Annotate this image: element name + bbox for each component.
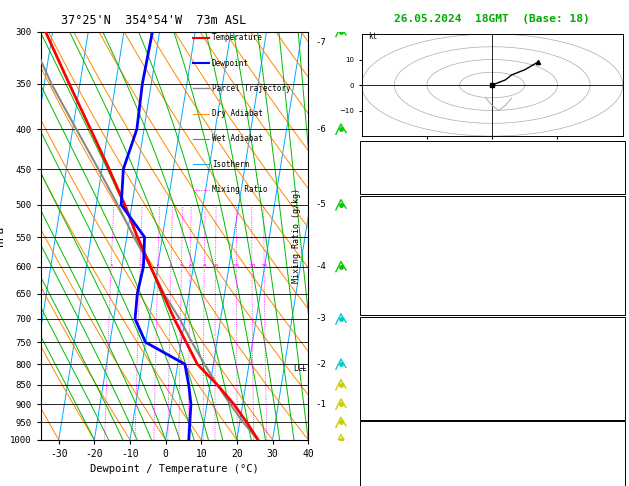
Y-axis label: hPa: hPa bbox=[0, 226, 5, 246]
Text: Mixing Ratio (g/kg): Mixing Ratio (g/kg) bbox=[292, 188, 301, 283]
Text: 25: 25 bbox=[260, 264, 268, 269]
Text: 1: 1 bbox=[109, 264, 113, 269]
Text: 37: 37 bbox=[610, 163, 621, 173]
Text: -5: -5 bbox=[316, 200, 326, 209]
Text: Lifted Index: Lifted Index bbox=[364, 372, 433, 382]
Text: StmDir: StmDir bbox=[364, 477, 398, 486]
Text: Parcel Trajectory: Parcel Trajectory bbox=[212, 84, 291, 93]
Text: 15: 15 bbox=[233, 264, 240, 269]
Text: -6: -6 bbox=[316, 124, 326, 134]
Text: θₑ (K): θₑ (K) bbox=[364, 356, 398, 365]
Text: 7: 7 bbox=[616, 268, 621, 277]
Text: 0: 0 bbox=[616, 405, 621, 415]
Text: K: K bbox=[364, 147, 369, 156]
Text: -1: -1 bbox=[316, 399, 326, 409]
Text: SREH: SREH bbox=[364, 460, 387, 469]
Text: 316: 316 bbox=[604, 251, 621, 260]
Text: 17: 17 bbox=[610, 147, 621, 156]
Text: Isotherm: Isotherm bbox=[212, 160, 249, 169]
Text: LCL: LCL bbox=[293, 364, 307, 373]
Text: θₑ(K): θₑ(K) bbox=[364, 251, 392, 260]
Text: Totals Totals: Totals Totals bbox=[364, 163, 438, 173]
Text: 37°25'N  354°54'W  73m ASL: 37°25'N 354°54'W 73m ASL bbox=[62, 14, 247, 27]
Text: Temp (°C): Temp (°C) bbox=[364, 218, 415, 227]
Text: PW (cm): PW (cm) bbox=[364, 180, 404, 189]
Text: Hodograph: Hodograph bbox=[467, 425, 518, 434]
Text: 1.91: 1.91 bbox=[598, 180, 621, 189]
Text: CAPE (J): CAPE (J) bbox=[364, 389, 409, 398]
Text: © weatheronline.co.uk: © weatheronline.co.uk bbox=[436, 472, 549, 481]
Text: 800: 800 bbox=[604, 339, 621, 348]
Text: 2: 2 bbox=[138, 264, 142, 269]
Text: -4: -4 bbox=[316, 262, 326, 271]
Text: Wet Adiabat: Wet Adiabat bbox=[212, 135, 263, 143]
Text: 0: 0 bbox=[616, 389, 621, 398]
Text: CIN (J): CIN (J) bbox=[364, 405, 404, 415]
Text: Surface: Surface bbox=[472, 200, 513, 209]
Text: 4: 4 bbox=[169, 264, 173, 269]
Text: CIN (J): CIN (J) bbox=[364, 301, 404, 310]
Text: 5: 5 bbox=[179, 264, 183, 269]
Text: 262°: 262° bbox=[598, 477, 621, 486]
Text: 0: 0 bbox=[616, 301, 621, 310]
Text: -3: -3 bbox=[316, 314, 326, 323]
Text: 6: 6 bbox=[188, 264, 192, 269]
Text: 323: 323 bbox=[604, 356, 621, 365]
Text: Lifted Index: Lifted Index bbox=[364, 268, 433, 277]
Text: 26.05.2024  18GMT  (Base: 18): 26.05.2024 18GMT (Base: 18) bbox=[394, 14, 590, 24]
Text: 25.9: 25.9 bbox=[598, 218, 621, 227]
Text: kt: kt bbox=[368, 32, 377, 41]
Text: Dry Adiabat: Dry Adiabat bbox=[212, 109, 263, 118]
Text: -2: -2 bbox=[316, 360, 326, 369]
Text: Mixing Ratio: Mixing Ratio bbox=[212, 185, 267, 194]
Text: 0: 0 bbox=[616, 284, 621, 294]
X-axis label: Dewpoint / Temperature (°C): Dewpoint / Temperature (°C) bbox=[90, 465, 259, 474]
Text: 8: 8 bbox=[203, 264, 206, 269]
Text: Dewp (°C): Dewp (°C) bbox=[364, 235, 415, 244]
Text: 3: 3 bbox=[156, 264, 160, 269]
Text: -7: -7 bbox=[316, 38, 326, 47]
Text: Pressure (mb): Pressure (mb) bbox=[364, 339, 438, 348]
Text: Temperature: Temperature bbox=[212, 33, 263, 42]
Text: Most Unstable: Most Unstable bbox=[455, 321, 530, 330]
Text: 23: 23 bbox=[610, 460, 621, 469]
Text: EH: EH bbox=[364, 444, 375, 453]
Text: 6.5: 6.5 bbox=[604, 235, 621, 244]
Text: 10: 10 bbox=[212, 264, 220, 269]
Text: CAPE (J): CAPE (J) bbox=[364, 284, 409, 294]
Text: -15: -15 bbox=[604, 444, 621, 453]
Text: 20: 20 bbox=[248, 264, 255, 269]
Text: Dewpoint: Dewpoint bbox=[212, 58, 249, 68]
Text: 4: 4 bbox=[616, 372, 621, 382]
